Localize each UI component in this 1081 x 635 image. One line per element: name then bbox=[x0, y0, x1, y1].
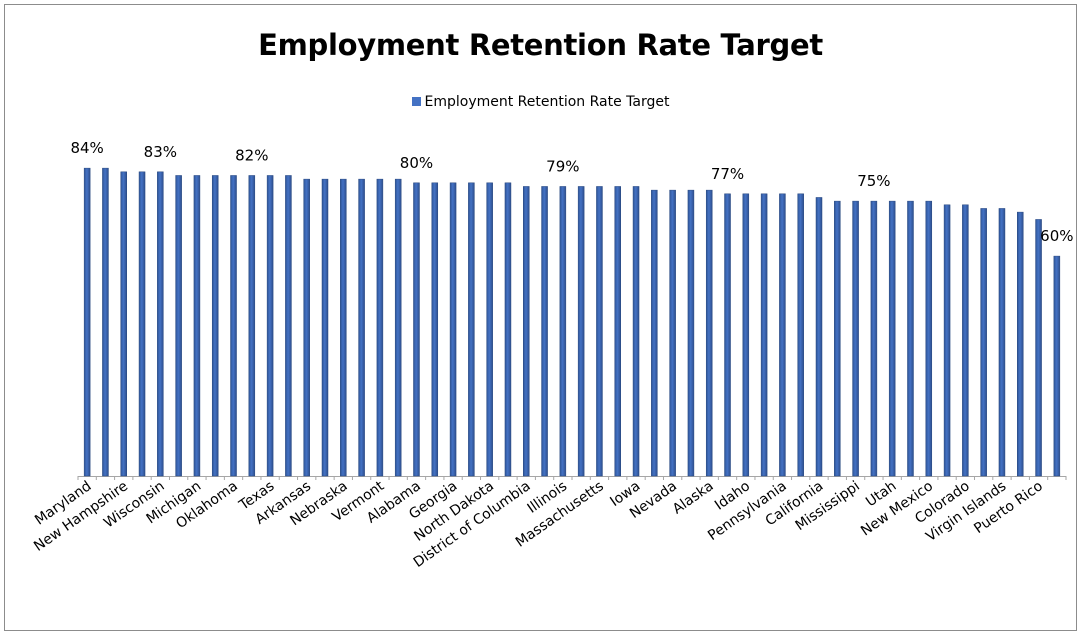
bar-unlabeled-45 bbox=[907, 200, 914, 477]
bar-unlabeled-7 bbox=[211, 175, 219, 477]
data-label: 60% bbox=[1040, 227, 1073, 245]
legend-label: Employment Retention Rate Target bbox=[424, 94, 670, 110]
bar-unlabeled-37 bbox=[760, 193, 768, 477]
bar-pennsylvania bbox=[779, 193, 786, 477]
bar-vermont bbox=[376, 178, 384, 477]
bar-unlabeled-29 bbox=[614, 186, 621, 477]
legend: Employment Retention Rate Target bbox=[0, 94, 1081, 110]
bar-alabama bbox=[413, 182, 420, 477]
bar-north-dakota bbox=[486, 182, 493, 477]
chart-frame bbox=[4, 4, 1077, 631]
data-label: 82% bbox=[235, 146, 268, 164]
bar-illinois bbox=[559, 186, 567, 477]
bar-unlabeled-53 bbox=[1053, 255, 1061, 477]
bar-unlabeled-17 bbox=[394, 178, 402, 477]
data-label: 83% bbox=[144, 143, 177, 161]
bar-unlabeled-3 bbox=[138, 171, 146, 477]
bar-arkansas bbox=[303, 178, 310, 477]
bar-unlabeled-39 bbox=[797, 193, 804, 477]
data-label: 77% bbox=[711, 165, 744, 183]
bar-puerto-rico bbox=[1035, 219, 1042, 477]
bar-unlabeled-47 bbox=[943, 204, 951, 477]
bar-unlabeled-23 bbox=[504, 182, 512, 477]
bar-unlabeled-33 bbox=[687, 189, 695, 477]
bar-utah bbox=[888, 200, 896, 477]
bar-unlabeled-43 bbox=[870, 200, 878, 477]
legend-swatch bbox=[411, 97, 421, 106]
bar-unlabeled-31 bbox=[651, 189, 658, 477]
bar-oklahoma bbox=[230, 175, 237, 477]
bar-nevada bbox=[669, 189, 676, 477]
bar-unlabeled-41 bbox=[834, 200, 841, 477]
x-tick-label: Alaska bbox=[670, 478, 717, 517]
bar-michigan bbox=[193, 175, 201, 477]
bar-unlabeled-21 bbox=[468, 182, 475, 477]
data-label: 80% bbox=[400, 154, 433, 172]
bar-wisconsin bbox=[157, 171, 164, 477]
bar-new-mexico bbox=[925, 200, 933, 477]
bar-unlabeled-27 bbox=[577, 186, 585, 477]
bar-iowa bbox=[632, 186, 640, 477]
bar-district-of-columbia bbox=[523, 186, 530, 477]
bar-georgia bbox=[449, 182, 457, 477]
data-label: 84% bbox=[70, 139, 103, 157]
bar-mississippi bbox=[852, 200, 859, 477]
bar-unlabeled-1 bbox=[102, 167, 109, 477]
bar-unlabeled-11 bbox=[285, 175, 292, 477]
chart-title: Employment Retention Rate Target bbox=[258, 28, 823, 62]
bar-nebraska bbox=[340, 178, 347, 477]
bar-texas bbox=[266, 175, 274, 477]
data-label: 79% bbox=[546, 157, 579, 175]
bar-new-hampshire bbox=[120, 171, 127, 477]
bar-california bbox=[815, 197, 823, 477]
bar-unlabeled-49 bbox=[980, 208, 987, 477]
bar-unlabeled-35 bbox=[724, 193, 731, 477]
bar-virgin-islands bbox=[998, 208, 1006, 477]
bar-maryland bbox=[83, 167, 91, 477]
bar-unlabeled-15 bbox=[358, 178, 365, 477]
bar-unlabeled-19 bbox=[431, 182, 439, 477]
bar-unlabeled-25 bbox=[541, 186, 548, 477]
data-label: 75% bbox=[857, 172, 890, 190]
bar-alaska bbox=[705, 189, 713, 477]
bar-unlabeled-51 bbox=[1017, 211, 1024, 477]
bar-unlabeled-9 bbox=[248, 175, 256, 477]
bar-unlabeled-13 bbox=[321, 178, 329, 477]
bar-idaho bbox=[742, 193, 750, 477]
bar-massachusetts bbox=[596, 186, 603, 477]
bar-unlabeled-5 bbox=[175, 175, 182, 477]
bar-colorado bbox=[962, 204, 969, 477]
